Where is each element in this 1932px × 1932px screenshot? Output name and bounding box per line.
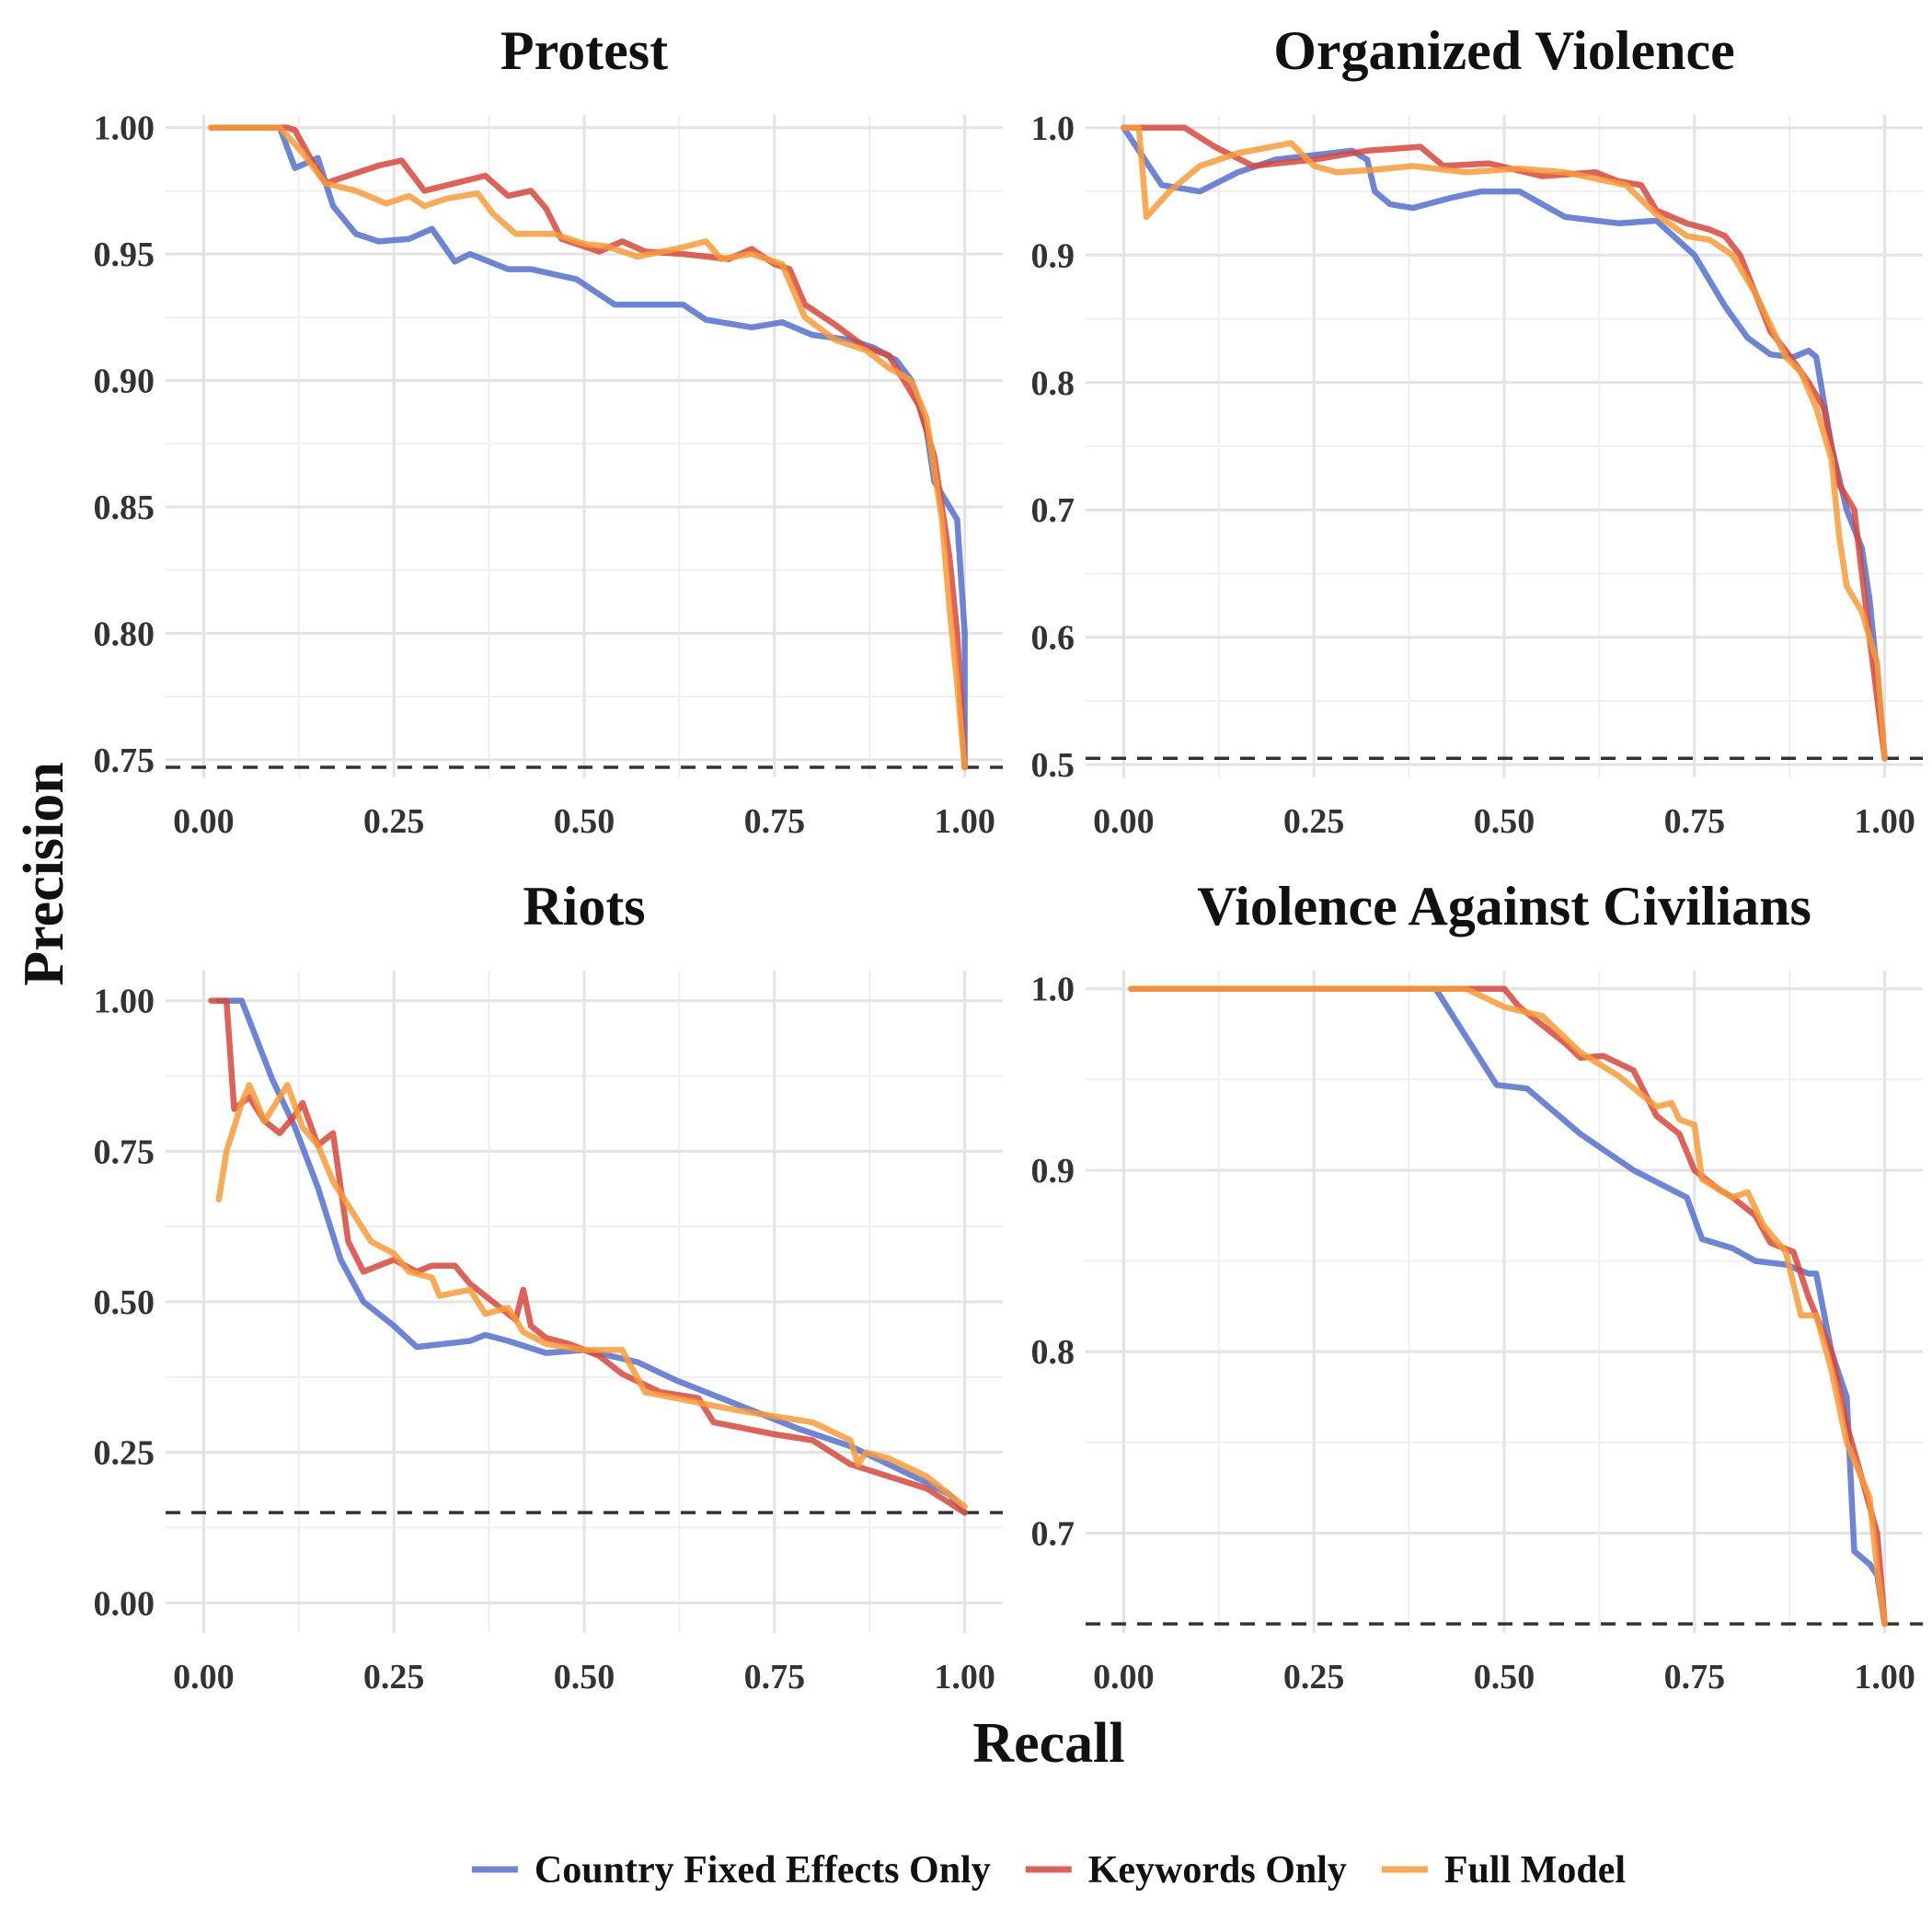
y-tick-label: 1.0 (1031, 971, 1075, 1009)
series-line-full-model (1128, 985, 1888, 1627)
x-tick-label: 0.75 (744, 802, 806, 841)
y-tick-label: 0.90 (94, 362, 155, 401)
legend: Country Fixed Effects Only Keywords Only F… (471, 1849, 1626, 1892)
x-tick-label: 0.25 (1283, 802, 1345, 841)
gridlines (166, 115, 1003, 777)
x-tick-label: 1.00 (934, 1658, 995, 1696)
y-tick-label: 0.95 (94, 236, 155, 274)
panel-title: Violence Against Civilians (1197, 876, 1811, 937)
y-tick-label: 1.00 (94, 109, 155, 148)
x-tick-label: 0.00 (173, 1658, 235, 1696)
y-tick-label: 0.8 (1031, 364, 1075, 403)
series-line-country-fixed-effects-only (1128, 985, 1888, 1627)
panel-title: Riots (523, 876, 645, 937)
series-line-full-model (1121, 124, 1888, 762)
y-tick-label: 0.5 (1031, 746, 1075, 785)
series-line-keywords-only (208, 997, 968, 1516)
y-tick-label: 0.75 (94, 742, 155, 780)
legend-label: Full Model (1444, 1849, 1626, 1892)
panel-protest: 0.00 0.25 0.50 0.75 1.00 0.75 0.80 0.85 0.90 0.95… (94, 20, 1003, 841)
panel-organized-violence: 0.00 0.25 0.50 0.75 1.00 0.5 0.6 0.7 0.8 0.9 1.0 Or… (1031, 20, 1923, 841)
x-tick-label: 0.50 (554, 1658, 615, 1696)
x-tick-label: 0.25 (363, 802, 425, 841)
facet-panels: 0.00 0.25 0.50 0.75 1.00 0.75 0.80 0.85 0.90 0.95… (94, 20, 1923, 1696)
y-tick-label: 0.8 (1031, 1333, 1075, 1372)
y-tick-label: 0.00 (94, 1584, 155, 1623)
legend-item-full-model: Full Model (1381, 1849, 1626, 1892)
series-line-full-model (215, 1082, 968, 1510)
y-tick-label: 0.9 (1031, 236, 1075, 275)
y-tick-label: 0.25 (94, 1434, 155, 1473)
x-tick-label: 0.50 (1474, 802, 1535, 841)
x-tick-label: 1.00 (934, 802, 995, 841)
y-tick-label: 0.7 (1031, 1515, 1075, 1554)
y-tick-label: 0.7 (1031, 491, 1075, 530)
x-tick-label: 0.00 (1093, 1658, 1155, 1696)
panel-title: Organized Violence (1273, 20, 1735, 81)
legend-item-keywords-only: Keywords Only (1025, 1849, 1347, 1892)
x-tick-label: 1.00 (1854, 1658, 1915, 1696)
y-tick-label: 1.00 (94, 983, 155, 1021)
legend-item-country-fixed-effects-only: Country Fixed Effects Only (471, 1849, 991, 1892)
y-tick-label: 0.75 (94, 1133, 155, 1171)
y-tick-label: 0.85 (94, 489, 155, 527)
panel-title: Protest (500, 20, 668, 81)
y-tick-label: 0.6 (1031, 619, 1075, 658)
x-tick-label: 0.50 (554, 802, 615, 841)
series-line-keywords-only (208, 124, 968, 771)
gridlines (166, 971, 1003, 1633)
x-tick-label: 0.75 (1664, 802, 1726, 841)
x-tick-label: 0.25 (1283, 1658, 1345, 1696)
gridlines (1086, 115, 1923, 777)
x-tick-label: 0.25 (363, 1658, 425, 1696)
panel-riots: 0.00 0.25 0.50 0.75 1.00 0.00 0.25 0.50 0.75 1.00… (94, 876, 1003, 1696)
y-tick-label: 0.80 (94, 615, 155, 653)
x-axis-title: Recall (972, 1712, 1124, 1775)
legend-label: Keywords Only (1088, 1849, 1347, 1892)
x-tick-label: 0.75 (1664, 1658, 1726, 1696)
y-tick-label: 0.50 (94, 1283, 155, 1322)
x-tick-label: 0.75 (744, 1658, 806, 1696)
y-axis-title: Precision (13, 762, 75, 985)
x-tick-label: 1.00 (1854, 802, 1915, 841)
series-line-country-fixed-effects-only (215, 997, 968, 1516)
y-tick-label: 1.0 (1031, 109, 1075, 148)
x-tick-label: 0.00 (1093, 802, 1155, 841)
y-tick-label: 0.9 (1031, 1152, 1075, 1190)
x-tick-label: 0.00 (173, 802, 235, 841)
panel-violence-against-civilians: 0.00 0.25 0.50 0.75 1.00 0.7 0.8 0.9 1.0 Violence… (1031, 876, 1923, 1696)
x-tick-label: 0.50 (1474, 1658, 1535, 1696)
legend-label: Country Fixed Effects Only (535, 1849, 991, 1892)
series-line-full-model (208, 124, 968, 771)
series-line-country-fixed-effects-only (208, 124, 968, 771)
